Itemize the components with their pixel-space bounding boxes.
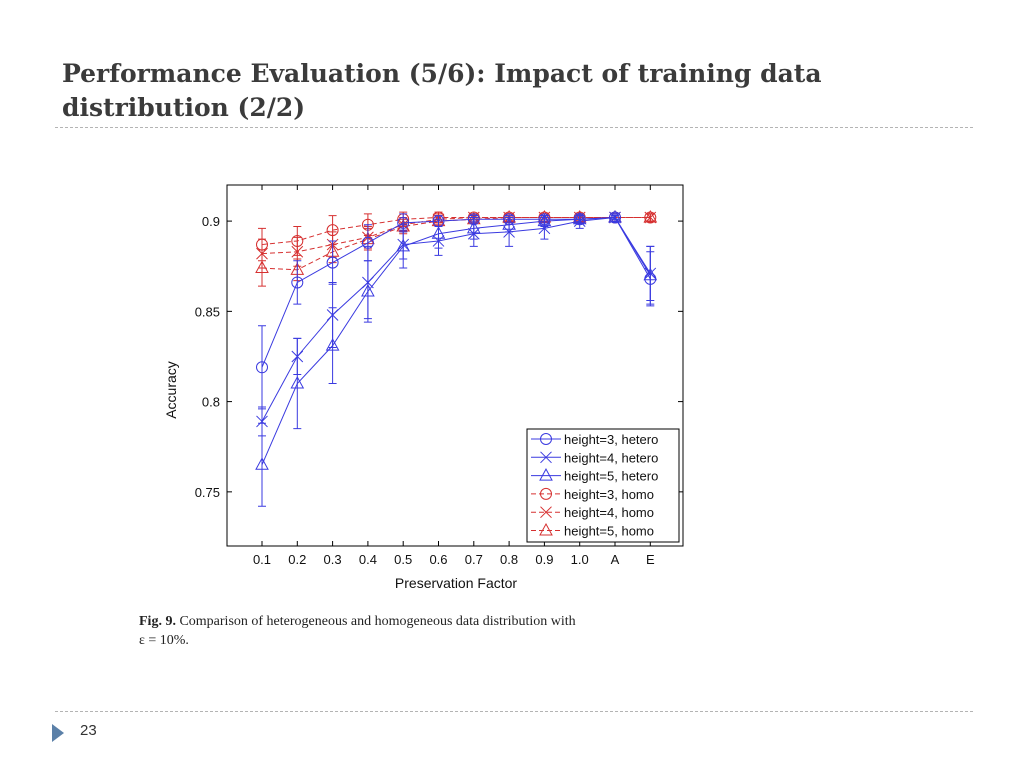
error-bar-2-3	[363, 260, 372, 323]
data-point-2-3	[361, 283, 375, 297]
figure-label: Fig. 9.	[139, 614, 176, 629]
legend-label-4: height=4, homo	[564, 505, 654, 520]
y-tick-label-3: 0.9	[202, 214, 220, 229]
legend-label-2: height=5, hetero	[564, 469, 658, 484]
legend-marker-1	[540, 451, 552, 464]
footer-divider	[55, 711, 973, 712]
data-point-4-1	[291, 245, 304, 258]
x-tick-label-4: 0.5	[394, 552, 412, 567]
data-point-2-2	[325, 338, 340, 351]
x-tick-label-11: E	[646, 552, 655, 567]
series-line-1	[261, 216, 651, 422]
y-tick-label-2: 0.85	[195, 304, 220, 319]
data-point-1-8	[538, 222, 551, 235]
title-divider	[55, 127, 973, 128]
x-tick-label-6: 0.7	[465, 552, 483, 567]
data-point-2-9	[572, 211, 587, 225]
figure-caption: Fig. 9. Comparison of heterogeneous and …	[139, 612, 699, 650]
data-point-2-4	[396, 238, 411, 252]
chart-legend: height=3, hetero height=4, hetero height=5…	[526, 428, 680, 543]
data-point-5-0	[255, 260, 269, 274]
error-bar-2-5	[434, 218, 443, 249]
y-axis-label: Accuracy	[163, 361, 179, 419]
x-axis-label: Preservation Factor	[395, 575, 517, 591]
error-bar-2-8	[540, 215, 549, 228]
series-layer	[255, 209, 658, 507]
page-number: 23	[80, 722, 97, 739]
data-point-2-8	[537, 213, 552, 227]
x-tick-label-3: 0.4	[359, 552, 377, 567]
legend-marker-0	[540, 433, 552, 445]
legend-label-5: height=5, homo	[564, 524, 654, 539]
error-bar-2-11	[646, 245, 655, 305]
x-tick-label-0: 0.1	[253, 552, 271, 567]
data-point-0-0	[256, 361, 268, 374]
error-bar-2-2	[328, 307, 337, 385]
slide-title: Performance Evaluation (5/6): Impact of …	[62, 57, 962, 125]
data-point-2-0	[255, 457, 269, 470]
x-tick-label-5: 0.6	[429, 552, 447, 567]
data-point-2-10	[608, 209, 622, 223]
error-bar-5-11	[646, 213, 655, 222]
slide-title-line2: distribution (2/2)	[62, 93, 306, 122]
caption-line2: ε = 10%.	[139, 633, 189, 648]
x-tick-label-8: 0.9	[535, 552, 553, 567]
data-point-0-1	[291, 276, 304, 289]
x-tick-label-9: 1.0	[571, 552, 589, 567]
y-axis-ticks: 0.75 0.8 0.85 0.9	[195, 214, 683, 500]
data-point-2-5	[431, 226, 446, 239]
error-bar-2-1	[293, 337, 302, 430]
legend-marker-5	[539, 522, 553, 536]
data-point-2-6	[466, 220, 481, 234]
x-tick-label-1: 0.2	[288, 552, 306, 567]
error-bar-0-1	[293, 260, 302, 305]
legend-marker-3	[540, 487, 552, 500]
x-axis-ticks: 0.1 0.2 0.3 0.4 0.5 0.6 0.7 0.8 0.9 1.0 A E	[253, 185, 655, 567]
footer-arrow-icon	[52, 724, 64, 742]
accuracy-chart: 0.750.80.850.9 0.1 0.2 0.3 0.4 0.5 0.6 0.7 0.8 0…	[163, 184, 684, 591]
legend-label-0: height=3, hetero	[564, 432, 658, 447]
y-tick-label-1: 0.8	[202, 395, 220, 410]
legend-box	[526, 428, 680, 543]
legend-marker-4	[540, 506, 552, 519]
data-point-1-0	[256, 415, 268, 428]
slide-title-line1: Performance Evaluation (5/6): Impact of …	[62, 59, 822, 88]
series-1	[256, 211, 657, 437]
series-line-2	[261, 216, 651, 465]
x-tick-label-10: A	[611, 552, 620, 567]
x-tick-label-7: 0.8	[500, 552, 518, 567]
data-point-5-11	[643, 209, 658, 223]
error-bar-2-0	[258, 422, 266, 507]
data-point-2-1	[290, 376, 305, 389]
data-point-2-11	[643, 267, 658, 281]
error-bar-2-4	[399, 224, 408, 269]
data-point-2-7	[502, 217, 516, 230]
series-line-4	[261, 216, 651, 255]
legend-label-1: height=4, hetero	[564, 450, 658, 465]
series-line-3	[261, 216, 651, 246]
error-bar-2-9	[575, 215, 584, 224]
y-tick-label-0: 0.75	[195, 485, 220, 500]
x-tick-label-2: 0.3	[324, 552, 342, 567]
data-point-0-2	[326, 256, 339, 269]
legend-label-3: height=3, homo	[564, 487, 654, 502]
error-bar-5-0	[258, 249, 266, 287]
legend-marker-2	[539, 468, 553, 481]
caption-line1: Comparison of heterogeneous and homogene…	[179, 614, 576, 629]
series-2	[255, 209, 658, 507]
